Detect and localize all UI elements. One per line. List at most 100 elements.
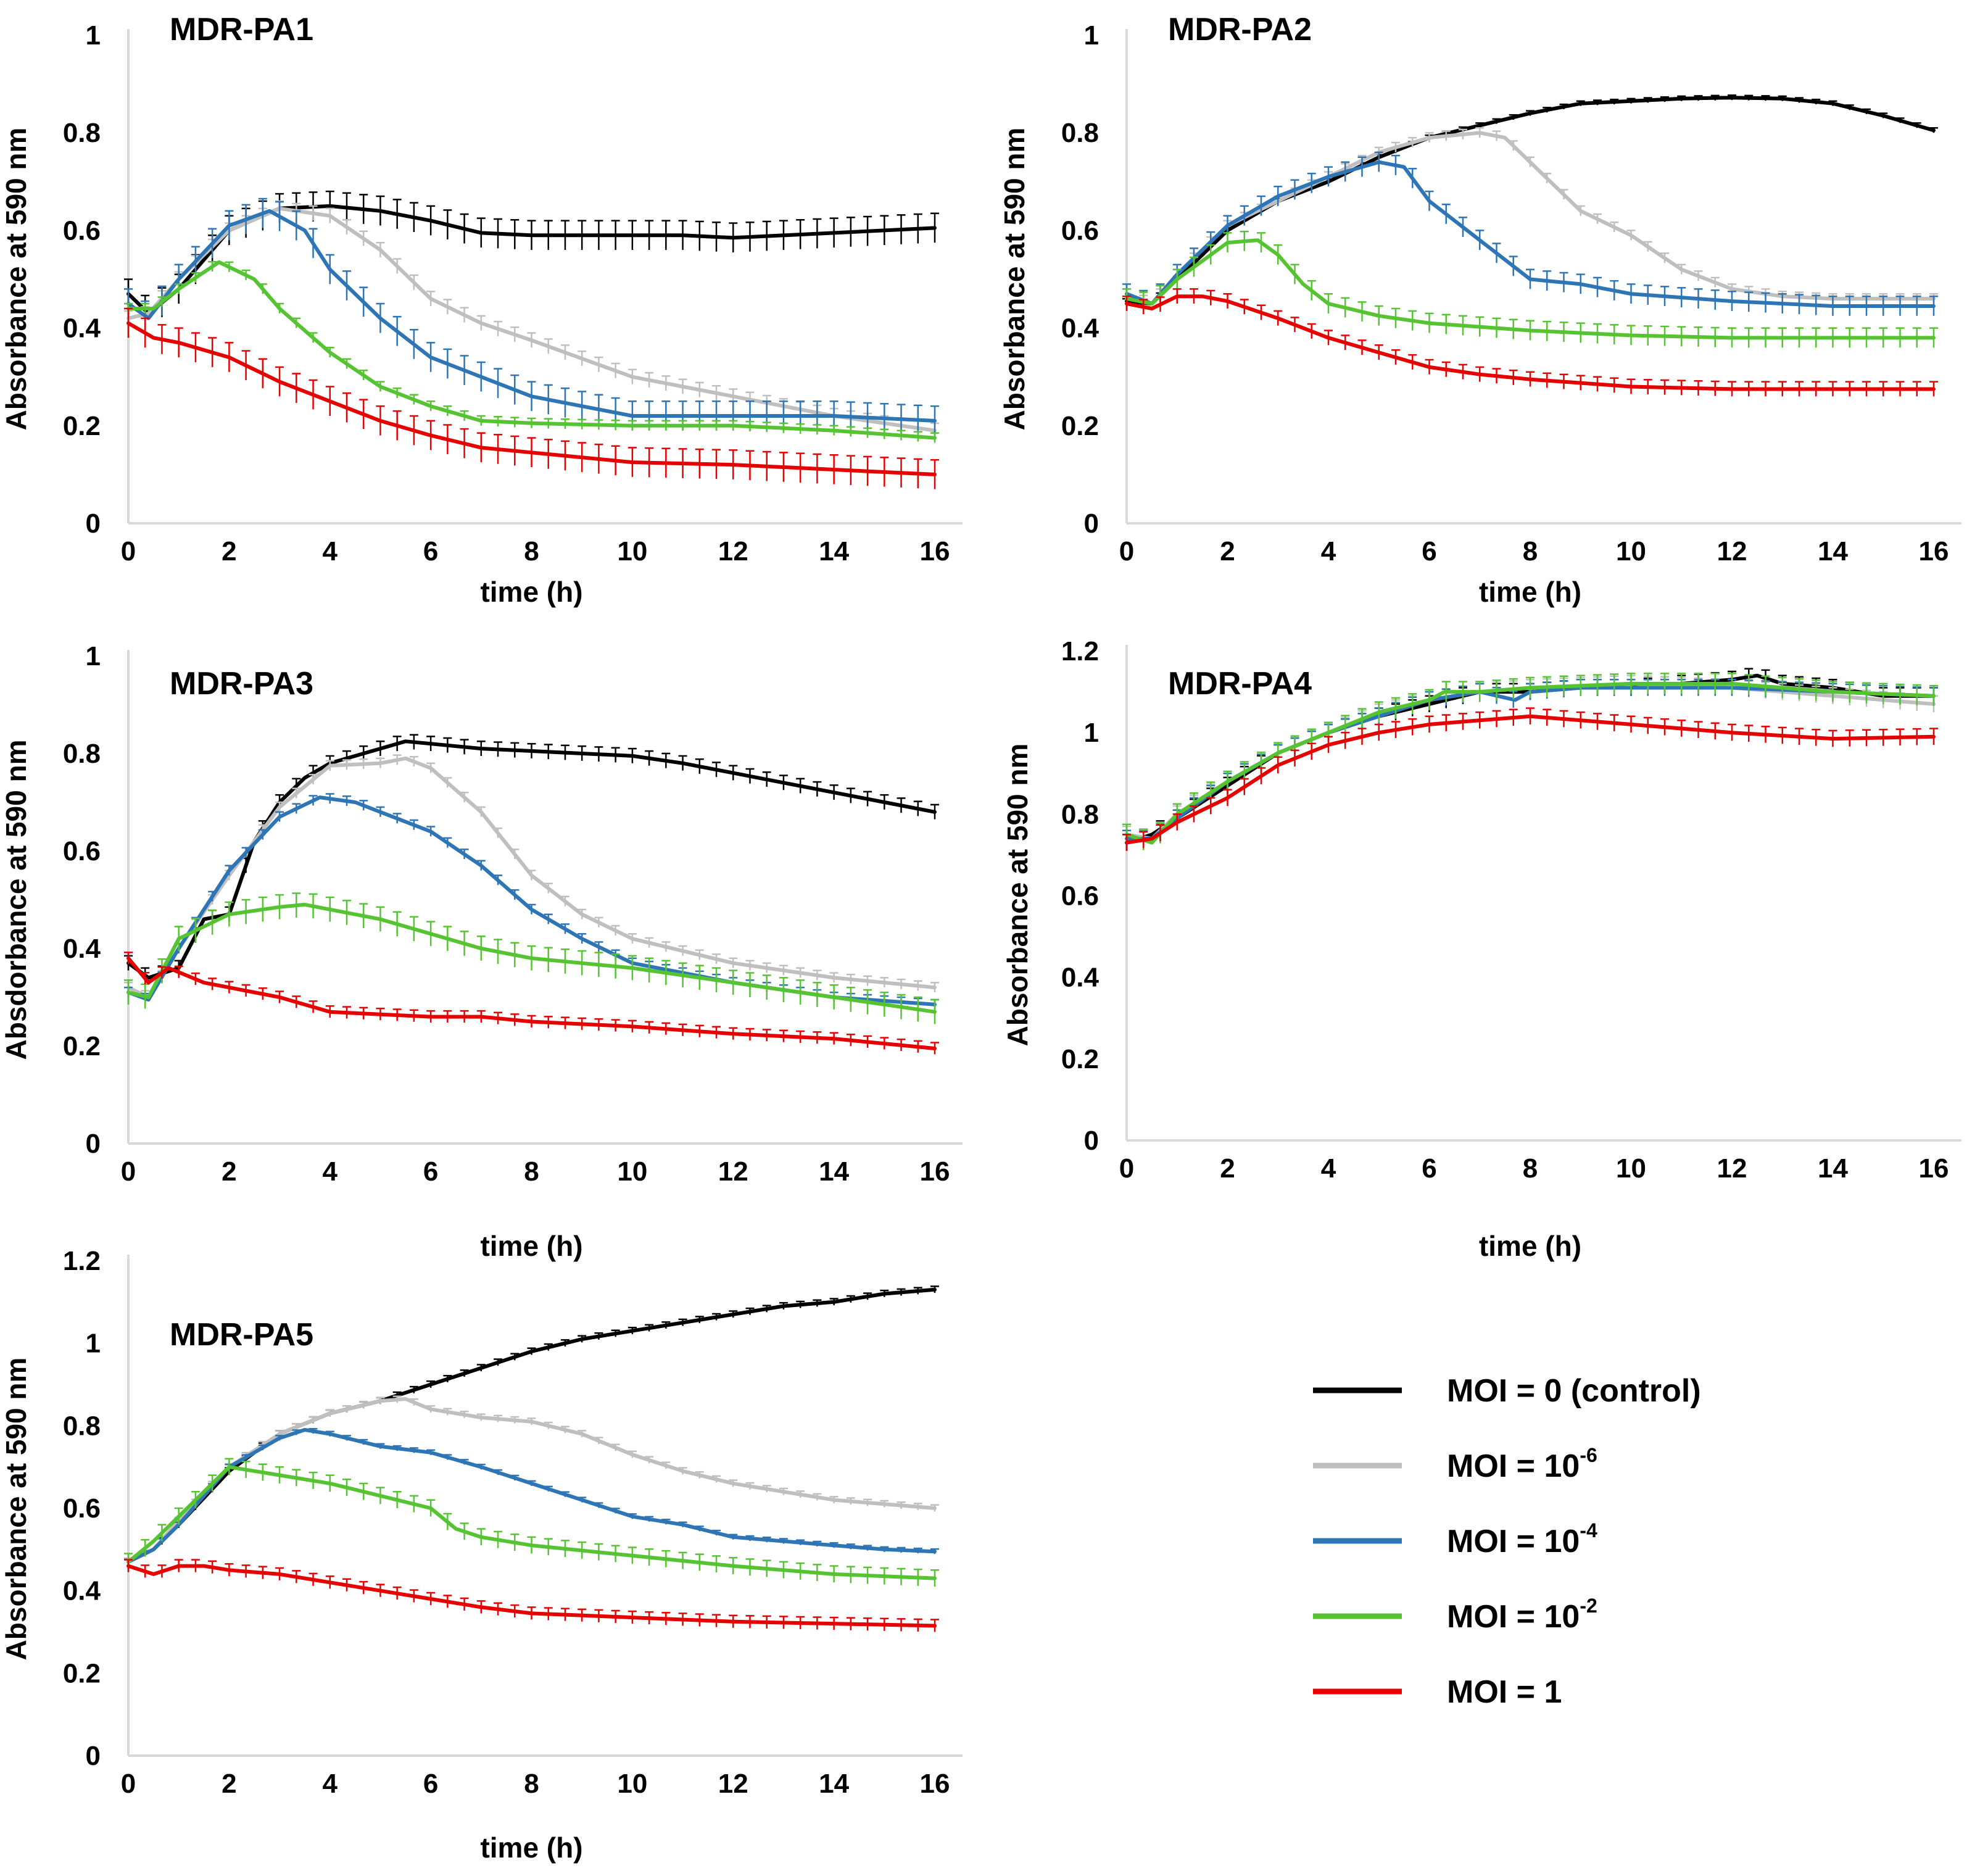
y-tick-label: 1.2 [1061, 636, 1099, 666]
x-tick-label: 16 [920, 536, 950, 567]
x-tick-label: 8 [524, 1769, 539, 1799]
legend-label-main: MOI = 10 [1447, 1448, 1580, 1484]
y-axis-title: Absorbance at 590 nm [0, 128, 32, 431]
x-tick-label: 2 [222, 1769, 236, 1799]
x-tick-label: 10 [1616, 1153, 1646, 1184]
series-line [126, 739, 937, 980]
y-tick-label: 0 [1084, 508, 1099, 539]
x-tick-label: 10 [617, 1156, 647, 1187]
x-tick-label: 8 [524, 1156, 539, 1187]
x-tick-label: 8 [524, 536, 539, 567]
series-line [1125, 96, 1936, 306]
series-line [126, 1564, 937, 1628]
x-tick-label: 14 [1818, 1153, 1848, 1184]
x-tick-label: 0 [1119, 1153, 1134, 1184]
x-tick-label: 16 [920, 1156, 950, 1187]
y-tick-label: 0.4 [63, 1576, 101, 1606]
x-tick-label: 0 [121, 536, 136, 567]
y-tick-label: 1 [1084, 718, 1099, 748]
legend-label: MOI = 0 (control) [1447, 1373, 1701, 1409]
chart-3: 0 2 4 6 8 10 12 14 16 0 0.2 0.4 0.6 0.8 1 time (h) Absdo… [0, 641, 963, 1262]
x-tick-label: 8 [1523, 536, 1538, 567]
series-3 [124, 1458, 939, 1587]
series-3 [124, 260, 939, 443]
chart-title: MDR-PA4 [1168, 666, 1312, 702]
y-axis-title: Absdorbance at 590 nm [0, 740, 32, 1060]
series-3 [1122, 673, 1938, 850]
y-tick-label: 0 [86, 1741, 101, 1771]
legend-item: MOI = 1 [1313, 1674, 1562, 1710]
y-tick-label: 0.6 [63, 836, 101, 866]
series-2 [1122, 151, 1938, 316]
y-tick-label: 0.2 [1061, 1044, 1099, 1074]
y-tick-label: 0 [1084, 1126, 1099, 1156]
series-line [1125, 294, 1936, 391]
x-tick-label: 10 [617, 536, 647, 567]
y-tick-label: 0.6 [1061, 881, 1099, 911]
x-tick-label: 0 [121, 1769, 136, 1799]
x-tick-label: 6 [1422, 536, 1436, 567]
x-tick-label: 10 [617, 1769, 647, 1799]
series-line [1125, 714, 1936, 845]
x-tick-label: 4 [323, 536, 338, 567]
legend-item: MOI = 10-6 [1313, 1444, 1597, 1484]
y-tick-label: 1.2 [63, 1246, 101, 1276]
x-tick-label: 16 [920, 1769, 950, 1799]
x-tick-label: 10 [1616, 536, 1646, 567]
x-tick-label: 14 [1818, 536, 1848, 567]
x-axis-title: time (h) [480, 1230, 582, 1262]
y-tick-label: 0.8 [1061, 118, 1099, 148]
x-tick-label: 2 [1220, 1153, 1235, 1184]
chart-4: 0 2 4 6 8 10 12 14 16 0 0.2 0.4 0.6 0.8 1 1.2 time (h) Ab… [1001, 636, 1961, 1262]
y-tick-label: 1 [1084, 20, 1099, 51]
x-tick-label: 12 [718, 1156, 748, 1187]
chart-1: 0 2 4 6 8 10 12 14 16 0 0.2 0.4 0.6 0.8 1 time (h) Absor… [0, 12, 963, 608]
x-tick-label: 12 [1717, 1153, 1747, 1184]
x-axis-title: time (h) [1479, 1230, 1581, 1262]
legend-label-exponent: -2 [1580, 1595, 1597, 1617]
y-tick-label: 0.4 [1061, 963, 1100, 993]
x-tick-label: 6 [423, 536, 438, 567]
legend-label: MOI = 1 [1447, 1674, 1562, 1710]
x-axis-title: time (h) [480, 1832, 582, 1864]
y-tick-label: 0.6 [63, 1493, 101, 1524]
y-tick-label: 0.4 [63, 934, 101, 964]
x-tick-label: 2 [222, 536, 236, 567]
y-tick-label: 0.2 [63, 411, 101, 441]
x-axis-title: time (h) [480, 576, 582, 608]
chart-5: 0 2 4 6 8 10 12 14 16 0 0.2 0.4 0.6 0.8 1 1.2 time (h) Ab… [0, 1246, 963, 1864]
y-tick-label: 1 [86, 1329, 101, 1359]
series-line [1125, 681, 1936, 845]
x-tick-label: 14 [819, 1769, 849, 1799]
x-tick-label: 6 [423, 1156, 438, 1187]
x-tick-label: 12 [718, 1769, 748, 1799]
chart-title: MDR-PA2 [1168, 12, 1312, 48]
legend-label-main: MOI = 10 [1447, 1599, 1580, 1635]
y-axis-title: Absorbance at 590 nm [998, 128, 1030, 431]
legend-item: MOI = 10-2 [1313, 1595, 1597, 1635]
y-tick-label: 0.4 [63, 313, 101, 344]
y-tick-label: 0.2 [63, 1658, 101, 1688]
series-line [126, 321, 937, 476]
x-tick-label: 6 [423, 1769, 438, 1799]
legend-label-exponent: -6 [1580, 1444, 1597, 1466]
y-tick-label: 0.8 [63, 118, 101, 148]
legend-label-main: MOI = 0 (control) [1447, 1373, 1701, 1409]
x-tick-label: 4 [323, 1156, 338, 1187]
x-tick-label: 14 [819, 536, 849, 567]
series-line [1125, 238, 1936, 340]
series-3 [124, 892, 939, 1024]
y-tick-label: 0 [86, 508, 101, 539]
series-line [126, 209, 937, 423]
series-line [126, 956, 937, 1050]
x-tick-label: 12 [1717, 536, 1747, 567]
x-tick-label: 4 [1321, 1153, 1336, 1184]
legend-label-main: MOI = 1 [1447, 1674, 1562, 1710]
series-3 [1122, 230, 1938, 348]
y-tick-label: 1 [86, 20, 101, 51]
y-tick-label: 0.8 [63, 1411, 101, 1441]
chart-title: MDR-PA5 [170, 1317, 313, 1353]
x-tick-label: 4 [1321, 536, 1336, 567]
